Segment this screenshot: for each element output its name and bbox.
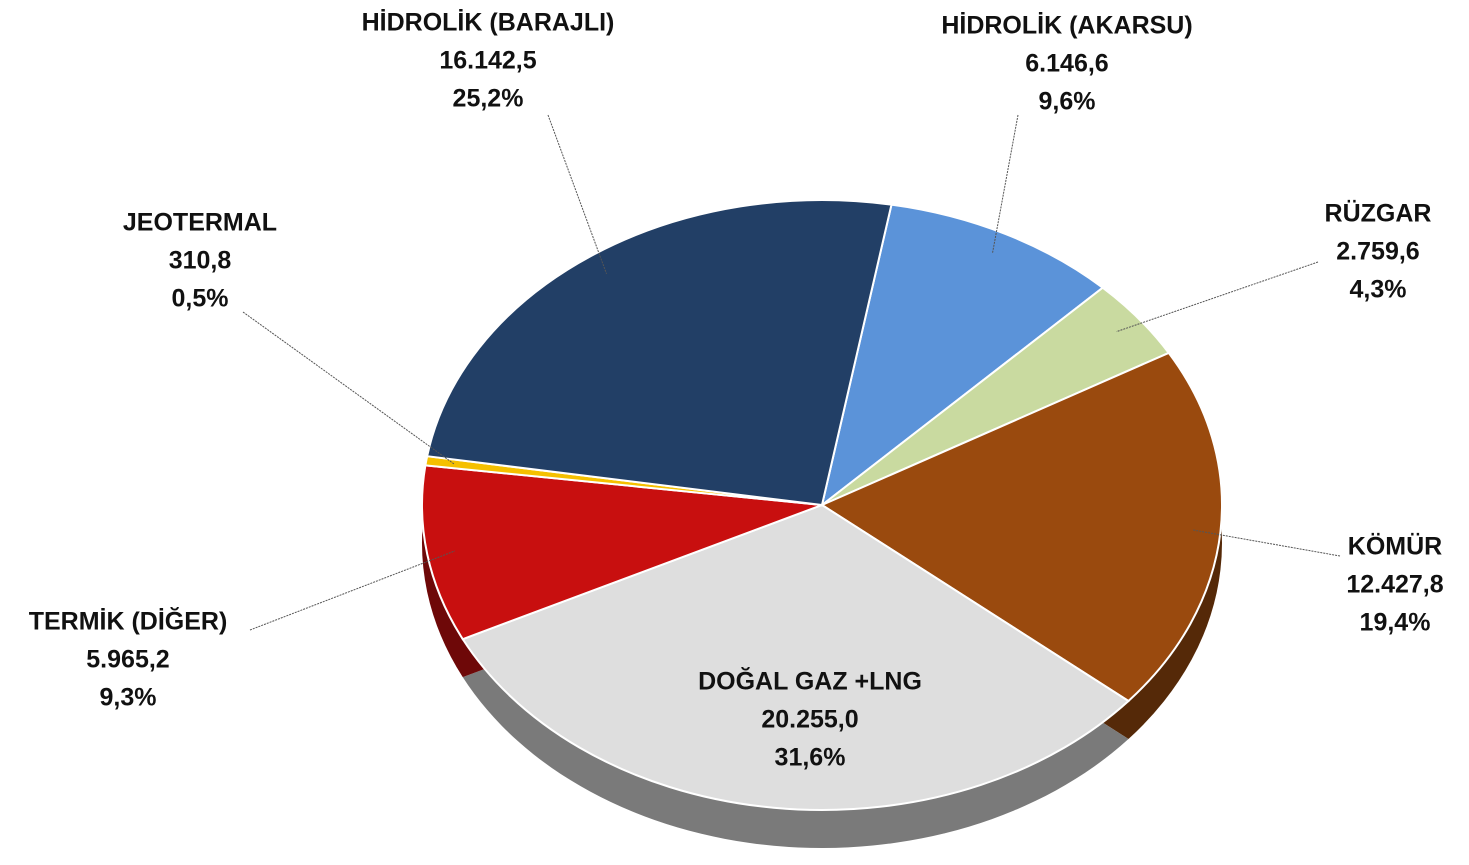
share-label: 9,3%	[100, 684, 157, 712]
share-label: 9,6%	[1039, 88, 1096, 116]
slice	[819, 351, 1223, 703]
share-label: 31,6%	[775, 744, 846, 772]
category-label: TERMİK (DİĞER)	[29, 607, 228, 636]
slice	[421, 464, 823, 641]
value-label: 6.146,6	[1025, 50, 1108, 78]
category-label: HİDROLİK (AKARSU)	[941, 12, 1192, 40]
value-label: 5.965,2	[86, 646, 169, 674]
share-label: 0,5%	[172, 285, 229, 313]
share-label: 19,4%	[1360, 609, 1431, 637]
category-label: KÖMÜR	[1348, 532, 1442, 561]
value-label: 310,8	[169, 247, 232, 275]
slice	[461, 503, 1131, 811]
leader-line	[249, 550, 456, 631]
leader-line	[242, 311, 455, 465]
category-label: RÜZGAR	[1325, 199, 1432, 228]
slice	[820, 203, 1105, 508]
category-label: JEOTERMAL	[123, 209, 277, 237]
value-label: 20.255,0	[761, 706, 858, 734]
slice	[425, 199, 893, 507]
value-label: 16.142,5	[439, 47, 536, 75]
leader-line	[547, 114, 608, 274]
value-label: 2.759,6	[1336, 238, 1419, 266]
share-label: 4,3%	[1350, 276, 1407, 304]
value-label: 12.427,8	[1346, 571, 1443, 599]
category-label: HİDROLİK (BARAJLI)	[362, 9, 615, 37]
leader-line	[1192, 529, 1341, 557]
category-label: DOĞAL GAZ +LNG	[698, 667, 922, 696]
leader-line	[992, 114, 1019, 254]
leader-line	[1116, 261, 1319, 333]
share-label: 25,2%	[453, 85, 524, 113]
